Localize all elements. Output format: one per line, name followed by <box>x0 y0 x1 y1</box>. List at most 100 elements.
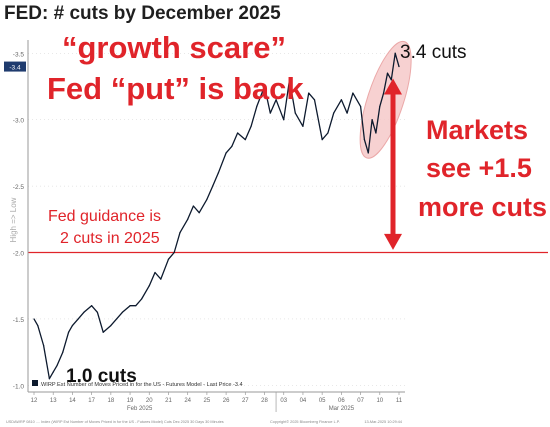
x-tick-label: 11 <box>396 398 403 404</box>
data-point <box>352 92 354 94</box>
last-price-badge-text: -3.4 <box>9 65 21 72</box>
axis-layer: -3.5 -3.0 -2.5 -2.0 -1.5 -1.0 High => Low 12 13 1… <box>9 40 405 412</box>
data-point <box>340 99 342 101</box>
headline-fed-put: Fed “put” is back <box>47 71 304 106</box>
data-point <box>225 152 227 154</box>
data-point <box>394 52 396 54</box>
legend-text: WIRP Est Number of Moves Priced in for t… <box>41 382 243 388</box>
data-point <box>77 318 79 320</box>
x-tick-label: 21 <box>165 398 172 404</box>
x-tick-label: 06 <box>338 398 345 404</box>
data-point <box>96 311 98 313</box>
data-point <box>179 232 181 234</box>
x-tick-label: 04 <box>300 398 307 404</box>
footer-copyright: Copyright© 2025 Bloomberg Finance L.P. <box>270 420 340 424</box>
last-price-badge <box>4 61 26 72</box>
y-tick-label: -2.0 <box>13 251 25 258</box>
data-point <box>206 198 208 200</box>
y-tick-label: -3.5 <box>13 51 25 58</box>
series-line <box>33 52 400 380</box>
data-point <box>154 271 156 274</box>
data-point <box>359 105 362 108</box>
data-point <box>160 278 162 280</box>
data-point <box>333 112 335 114</box>
footer-timestamp: 13-Mar-2025 10:29:44 <box>364 420 402 424</box>
low-label: 1.0 cuts <box>66 366 137 387</box>
data-point <box>71 324 74 327</box>
series-layer <box>33 52 400 380</box>
data-point <box>192 205 195 207</box>
data-point <box>375 132 377 134</box>
data-point <box>110 324 112 327</box>
data-point <box>167 258 170 260</box>
x-month-label: Mar 2025 <box>329 406 355 412</box>
data-point <box>212 185 214 187</box>
data-point <box>379 105 381 108</box>
surge-highlight <box>359 40 412 159</box>
markets-line-2: see +1.5 <box>426 153 532 183</box>
x-tick-label: 05 <box>319 398 326 404</box>
data-point <box>321 139 323 141</box>
data-point <box>43 344 45 347</box>
x-tick-label: 19 <box>127 398 134 404</box>
data-point <box>313 99 316 101</box>
footer-left: USDAWRP 0810 .... Index (WIRP Est Number… <box>6 420 224 424</box>
data-point <box>363 139 366 141</box>
legend-swatch <box>32 380 38 386</box>
x-tick-label: 12 <box>31 398 38 404</box>
data-point <box>308 92 310 94</box>
x-tick-label: 20 <box>146 398 153 404</box>
y-tick-label: -2.5 <box>13 184 25 191</box>
arrow-head-down <box>384 233 402 250</box>
data-point <box>250 125 252 127</box>
x-tick-label: 26 <box>223 398 230 404</box>
highlight-layer <box>359 40 412 159</box>
data-point <box>121 311 123 313</box>
x-tick-label: 27 <box>242 398 249 404</box>
peak-label: 3.4 cuts <box>400 42 467 63</box>
data-point <box>52 371 54 373</box>
x-month-label: Feb 2025 <box>127 406 153 412</box>
x-tick-label: 18 <box>107 398 114 404</box>
x-tick-label: 14 <box>69 398 76 404</box>
data-point <box>302 125 304 127</box>
data-point <box>67 331 70 333</box>
x-tick-label: 24 <box>184 398 191 404</box>
markets-line-1: Markets <box>426 115 529 145</box>
y-axis-side-label: High => Low <box>9 197 18 242</box>
x-tick-label: 07 <box>357 398 364 404</box>
data-point <box>275 99 277 101</box>
data-point <box>62 351 64 353</box>
data-point <box>148 285 150 287</box>
data-point <box>237 132 239 134</box>
x-tick-label: 28 <box>261 398 268 404</box>
data-point <box>37 324 39 327</box>
x-tick-label: 10 <box>376 398 383 404</box>
data-point <box>116 318 118 320</box>
y-tick-label: -3.0 <box>13 118 25 125</box>
x-tick-label: 17 <box>88 398 95 404</box>
x-tick-label: 03 <box>280 398 287 404</box>
data-point <box>56 364 58 367</box>
data-point <box>91 305 93 307</box>
headline-growth-scare: “growth scare” <box>62 30 286 65</box>
data-point <box>187 218 189 220</box>
arrow-head-up <box>384 78 402 95</box>
guidance-line-1: Fed guidance is <box>48 208 161 225</box>
data-point <box>294 112 296 114</box>
data-point <box>398 65 400 68</box>
data-point <box>231 145 233 147</box>
data-point <box>346 112 348 114</box>
data-point <box>135 305 137 307</box>
data-point <box>283 119 285 121</box>
data-point <box>269 112 271 114</box>
y-tick-label: -1.0 <box>13 383 25 390</box>
data-point <box>371 119 373 121</box>
guidance-line-2: 2 cuts in 2025 <box>60 230 160 247</box>
data-point <box>129 305 131 307</box>
arrow-layer <box>384 78 402 250</box>
data-point <box>33 318 35 320</box>
data-point <box>217 172 220 174</box>
data-point <box>367 152 369 154</box>
